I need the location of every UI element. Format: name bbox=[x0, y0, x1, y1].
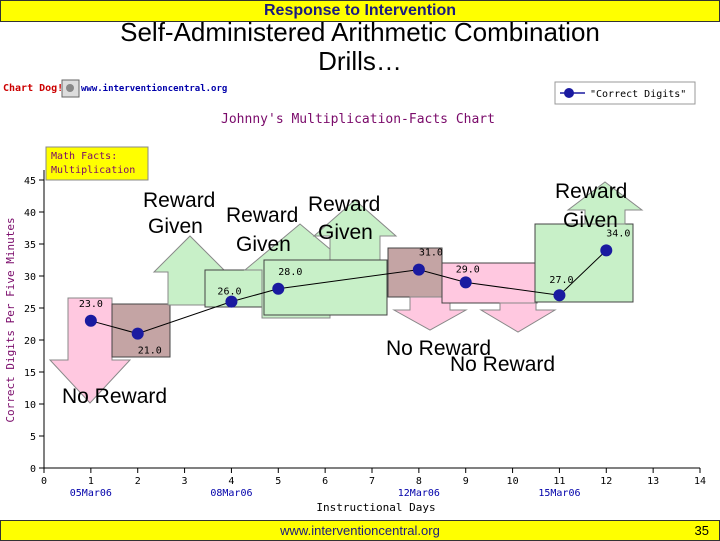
x-tick-label: 4 bbox=[228, 476, 234, 487]
subtitle-box bbox=[45, 146, 149, 181]
dog-face-icon bbox=[66, 84, 74, 92]
x-tick-label: 7 bbox=[369, 476, 375, 487]
point-label: 29.0 bbox=[456, 264, 480, 275]
given-label-1: Given bbox=[148, 215, 203, 238]
chartdog-url: www.interventioncentral.org bbox=[81, 83, 227, 94]
data-point bbox=[459, 276, 472, 289]
reward-label-1: Reward bbox=[143, 189, 216, 212]
y-tick-label: 45 bbox=[24, 176, 36, 187]
x-tick-label: 11 bbox=[553, 476, 565, 487]
reward-label-2: Reward bbox=[226, 204, 299, 227]
x-tick-label: 3 bbox=[182, 476, 188, 487]
point-label: 31.0 bbox=[419, 248, 443, 259]
y-tick-label: 30 bbox=[24, 272, 36, 283]
legend-marker bbox=[564, 88, 574, 98]
no-reward-arrow-3 bbox=[479, 302, 557, 333]
reward-arrow-3 bbox=[312, 199, 398, 261]
bottom-banner: www.interventioncentral.org 35 bbox=[0, 520, 720, 541]
x-tick-label: 13 bbox=[647, 476, 659, 487]
chartdog-logo: Chart Dog! bbox=[3, 83, 63, 94]
reward-arrow-4 bbox=[566, 181, 644, 225]
y-tick-label: 0 bbox=[30, 464, 36, 475]
banner-text: Response to Intervention bbox=[263, 2, 457, 19]
date-label: 15Mar06 bbox=[538, 488, 580, 499]
page-number: 35 bbox=[694, 523, 709, 538]
date-label: 05Mar06 bbox=[70, 488, 112, 499]
y-axis-label: Correct Digits Per Five Minutes bbox=[4, 217, 17, 422]
no-reward-label-1: No Reward bbox=[62, 385, 168, 408]
point-labels: 23.0 21.0 26.0 28.0 31.0 29.0 27.0 34.0 bbox=[79, 228, 631, 356]
given-label-4: Given bbox=[563, 209, 618, 232]
footer-url: www.interventioncentral.org bbox=[280, 523, 440, 538]
data-point bbox=[272, 282, 285, 295]
data-point bbox=[600, 244, 613, 257]
given-label-3: Given bbox=[318, 221, 373, 244]
subtitle-line-1: Math Facts: bbox=[51, 151, 117, 162]
box-day-12 bbox=[534, 223, 634, 303]
subtitle-line-2: Multiplication bbox=[51, 165, 135, 176]
date-labels: 05Mar06 08Mar06 12Mar06 15Mar06 bbox=[70, 488, 581, 499]
x-tick-label: 1 bbox=[88, 476, 94, 487]
y-tick-label: 40 bbox=[24, 208, 36, 219]
point-label: 26.0 bbox=[217, 287, 241, 298]
x-tick-label: 2 bbox=[135, 476, 141, 487]
point-label: 21.0 bbox=[138, 346, 162, 357]
point-label: 34.0 bbox=[606, 228, 630, 239]
no-reward-label-2: No Reward bbox=[386, 337, 492, 360]
data-point bbox=[412, 263, 425, 276]
y-ticks: 0 5 10 15 20 25 30 35 40 45 bbox=[24, 176, 44, 475]
box-day-9 bbox=[441, 262, 538, 304]
reward-label-4: Reward bbox=[555, 180, 628, 203]
x-tick-label: 6 bbox=[322, 476, 328, 487]
point-label: 27.0 bbox=[549, 275, 573, 286]
point-label: 28.0 bbox=[278, 267, 302, 278]
series-line bbox=[90, 250, 607, 335]
slide-title: Self-Administered Arithmetic Combination… bbox=[0, 18, 720, 76]
x-tick-label: 14 bbox=[694, 476, 706, 487]
y-tick-label: 35 bbox=[24, 240, 36, 251]
x-tick-label: 5 bbox=[275, 476, 281, 487]
top-banner: Response to Intervention bbox=[0, 0, 720, 22]
x-tick-label: 12 bbox=[600, 476, 612, 487]
reward-label-3: Reward bbox=[308, 193, 381, 216]
date-label: 12Mar06 bbox=[398, 488, 440, 499]
x-tick-label: 10 bbox=[507, 476, 519, 487]
x-ticks: 0 1 2 3 4 5 6 7 8 9 10 11 12 13 14 bbox=[41, 468, 706, 487]
y-tick-label: 10 bbox=[24, 400, 36, 411]
x-tick-label: 9 bbox=[463, 476, 469, 487]
given-label-2: Given bbox=[236, 233, 291, 256]
date-label: 08Mar06 bbox=[210, 488, 252, 499]
point-label: 23.0 bbox=[79, 299, 103, 310]
data-point bbox=[553, 289, 566, 302]
data-point bbox=[225, 295, 238, 308]
y-tick-label: 15 bbox=[24, 368, 36, 379]
title-line-2: Drills… bbox=[318, 46, 402, 76]
no-reward-label-3: No Reward bbox=[450, 353, 556, 376]
legend-box bbox=[554, 81, 696, 105]
legend-label: "Correct Digits" bbox=[590, 89, 686, 100]
y-tick-label: 5 bbox=[30, 432, 36, 443]
data-point bbox=[84, 314, 97, 327]
x-axis-label: Instructional Days bbox=[316, 501, 435, 514]
x-tick-label: 8 bbox=[416, 476, 422, 487]
series-polyline bbox=[90, 250, 607, 335]
y-tick-label: 25 bbox=[24, 304, 36, 315]
data-point bbox=[131, 327, 144, 340]
chart: Chart Dog! www.interventioncentral.org "… bbox=[3, 79, 706, 514]
data-points bbox=[84, 244, 613, 340]
title-line-1: Self-Administered Arithmetic Combination bbox=[120, 17, 600, 47]
chart-title: Johnny's Multiplication-Facts Chart bbox=[221, 112, 495, 127]
y-tick-label: 20 bbox=[24, 336, 36, 347]
x-tick-label: 0 bbox=[41, 476, 47, 487]
